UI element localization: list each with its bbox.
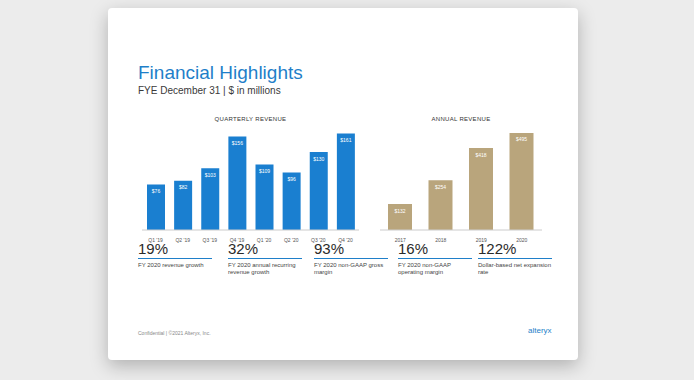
html-text:Confidential | ©2021 Alteryx,: Confidential | ©2021 Alteryx, Inc. xyxy=(138,330,211,336)
html-text:122%: 122% xyxy=(478,240,517,257)
svg-text:$495: $495 xyxy=(516,136,527,142)
html-text:QUARTERLY REVENUE: QUARTERLY REVENUE xyxy=(214,116,287,122)
svg-text:Q2 '20: Q2 '20 xyxy=(283,236,299,243)
svg-text:$132: $132 xyxy=(394,208,405,214)
svg-text:$109: $109 xyxy=(259,168,270,174)
html-text:93%: 93% xyxy=(314,240,344,257)
html-text:FYE December 31 | $ in million: FYE December 31 | $ in millions xyxy=(138,85,281,96)
svg-text:$418: $418 xyxy=(475,152,486,158)
html-text:Financial Highlights: Financial Highlights xyxy=(138,62,303,83)
svg-text:$130: $130 xyxy=(313,156,324,162)
svg-text:$254: $254 xyxy=(435,184,446,190)
html-text:FY 2020 annual recurring reven: FY 2020 annual recurring revenue growth xyxy=(228,262,296,276)
html-text:Dollar-based net expansion rat: Dollar-based net expansion rate xyxy=(478,262,551,276)
svg-text:$156: $156 xyxy=(232,140,243,146)
svg-text:Q1 '20: Q1 '20 xyxy=(256,236,272,243)
html-text:32%: 32% xyxy=(228,240,258,257)
html-text:FY 2020 non-GAAP operating mar: FY 2020 non-GAAP operating margin xyxy=(398,262,451,276)
svg-text:Q3 '19: Q3 '19 xyxy=(202,236,218,243)
svg-text:2018: 2018 xyxy=(435,236,447,243)
svg-text:2020: 2020 xyxy=(516,236,528,243)
html-text:alteryx: alteryx xyxy=(528,326,552,335)
svg-text:$76: $76 xyxy=(152,188,161,194)
svg-text:$103: $103 xyxy=(205,172,216,178)
html-text:16%: 16% xyxy=(398,240,428,257)
svg-text:$161: $161 xyxy=(340,137,351,143)
html-text:FY 2020 non-GAAP gross margin: FY 2020 non-GAAP gross margin xyxy=(314,262,384,276)
svg-text:Q2 '19: Q2 '19 xyxy=(175,236,190,243)
html-text:FY 2020 revenue growth: FY 2020 revenue growth xyxy=(138,262,204,268)
svg-text:$82: $82 xyxy=(179,184,188,190)
html-text:ANNUAL REVENUE: ANNUAL REVENUE xyxy=(431,116,491,122)
svg-text:$96: $96 xyxy=(287,176,296,182)
html-text:19%: 19% xyxy=(138,240,168,257)
